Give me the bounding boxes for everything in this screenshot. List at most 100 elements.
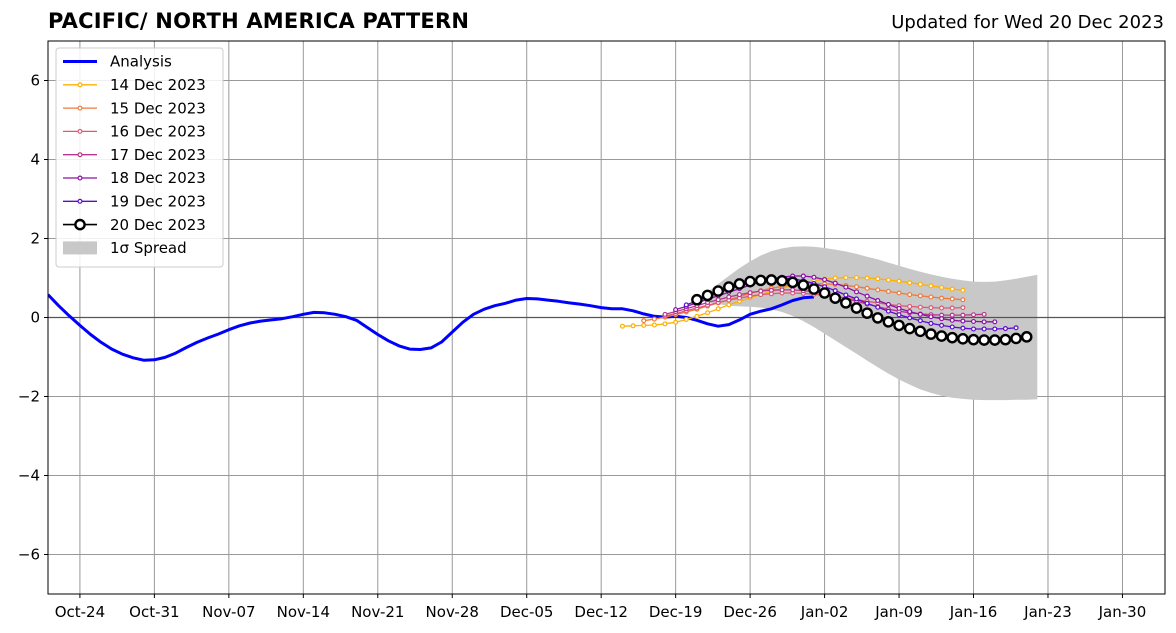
forecast-point — [949, 296, 955, 302]
legend-box — [55, 47, 224, 268]
forecast-point — [925, 328, 937, 340]
forecast-point — [853, 275, 859, 281]
legend-swatch-marker — [77, 105, 83, 111]
forecast-point — [917, 318, 923, 324]
x-tick-label: Oct-31 — [129, 603, 179, 621]
forecast-point — [960, 318, 966, 324]
forecast-point — [843, 275, 849, 281]
forecast-point — [988, 334, 1001, 346]
forecast-point — [779, 287, 785, 293]
forecast-point — [903, 322, 916, 335]
y-tick-label: −4 — [18, 467, 40, 485]
forecast-point — [651, 316, 657, 322]
forecast-point — [832, 275, 838, 281]
forecast-point — [949, 286, 955, 292]
forecast-point — [691, 293, 703, 306]
forecast-point — [832, 288, 838, 294]
forecast-point — [907, 292, 913, 298]
forecast-point — [736, 292, 742, 298]
forecast-point — [875, 276, 881, 282]
forecast-point — [885, 308, 891, 314]
x-tick-label: Dec-26 — [723, 603, 777, 621]
forecast-point — [960, 312, 966, 318]
x-tick-label: Jan-16 — [949, 603, 998, 621]
forecast-point — [875, 298, 881, 304]
forecast-point — [712, 285, 725, 297]
x-tick-label: Dec-19 — [649, 603, 703, 621]
forecast-point — [907, 303, 913, 309]
forecast-point — [726, 294, 732, 300]
forecast-point — [1002, 326, 1008, 332]
x-tick-label: Nov-14 — [277, 603, 330, 621]
forecast-point — [907, 280, 913, 286]
legend-swatch-spread — [63, 241, 97, 255]
forecast-point — [885, 301, 891, 307]
forecast-point — [1010, 332, 1022, 345]
forecast-point — [733, 278, 746, 290]
spread-band-layer — [696, 246, 1038, 401]
legend-swatch-marker — [77, 128, 83, 134]
forecast-point — [939, 305, 945, 311]
forecast-point — [992, 319, 998, 325]
legend-swatch-marker — [77, 198, 83, 204]
forecast-point — [705, 310, 711, 316]
legend-label: 14 Dec 2023 — [110, 76, 206, 94]
y-tick-label: 4 — [30, 151, 40, 169]
forecast-point — [822, 277, 828, 283]
forecast-point — [875, 304, 881, 310]
forecast-point — [917, 304, 923, 310]
forecast-point — [907, 315, 913, 321]
forecast-point — [864, 293, 870, 299]
forecast-point — [853, 289, 859, 295]
forecast-point — [978, 334, 990, 346]
forecast-point — [662, 311, 668, 317]
forecast-point — [651, 322, 657, 328]
forecast-point — [726, 302, 732, 308]
forecast-point — [800, 273, 806, 279]
chart-title: PACIFIC/ NORTH AMERICA PATTERN — [48, 9, 470, 33]
forecast-point — [864, 275, 870, 281]
legend-label: 19 Dec 2023 — [110, 193, 206, 211]
legend-label: 20 Dec 2023 — [110, 216, 206, 234]
x-tick-label: Jan-09 — [874, 603, 923, 621]
forecast-point — [843, 292, 849, 298]
forecast-point — [683, 302, 689, 308]
forecast-point — [960, 287, 966, 293]
forecast-point — [619, 323, 625, 329]
legend-swatch-marker — [77, 175, 83, 181]
forecast-point — [790, 287, 796, 293]
forecast-point — [786, 276, 799, 289]
forecast-point — [840, 297, 852, 309]
forecast-point — [818, 287, 831, 299]
forecast-point — [641, 318, 647, 324]
legend-label: Analysis — [110, 53, 172, 71]
forecast-point — [885, 277, 891, 283]
forecast-point — [939, 284, 945, 290]
forecast-point — [864, 285, 870, 291]
forecast-point — [939, 316, 945, 322]
legend-swatch-marker — [77, 152, 83, 158]
forecast-point — [971, 326, 977, 332]
y-tick-label: −2 — [18, 388, 40, 406]
x-tick-label: Nov-07 — [202, 603, 255, 621]
forecast-point — [928, 305, 934, 311]
forecast-point — [885, 288, 891, 294]
x-tick-label: Jan-02 — [800, 603, 849, 621]
forecast-point — [960, 305, 966, 311]
forecast-point — [754, 274, 767, 287]
legend-label: 15 Dec 2023 — [110, 99, 206, 117]
forecast-point — [896, 278, 902, 284]
legend-label: 16 Dec 2023 — [110, 123, 206, 141]
y-tick-label: −6 — [18, 546, 40, 564]
forecast-point — [811, 274, 817, 280]
legend: Analysis 14 Dec 2023 15 Dec 2023 16 Dec 202… — [55, 47, 224, 268]
x-tick-label: Jan-30 — [1098, 603, 1147, 621]
forecast-point — [967, 333, 980, 346]
forecast-point — [641, 322, 647, 328]
forecast-point — [907, 309, 913, 315]
forecast-point — [875, 287, 881, 293]
forecast-point — [960, 297, 966, 303]
forecast-point — [843, 284, 849, 290]
x-tick-label: Dec-05 — [500, 603, 554, 621]
